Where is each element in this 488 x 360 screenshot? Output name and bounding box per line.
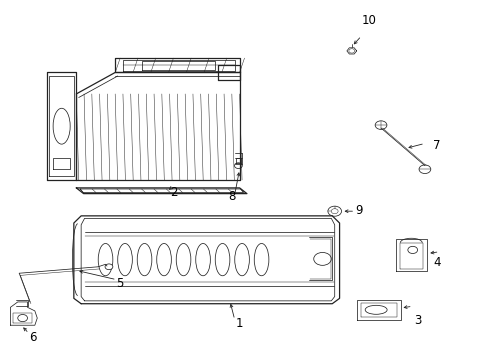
Ellipse shape [215, 243, 229, 276]
Text: 6: 6 [29, 330, 36, 343]
Ellipse shape [176, 243, 190, 276]
Ellipse shape [157, 243, 171, 276]
Circle shape [418, 165, 430, 174]
Text: 3: 3 [413, 314, 421, 327]
Ellipse shape [98, 243, 113, 276]
Circle shape [18, 315, 27, 321]
Ellipse shape [137, 243, 152, 276]
Ellipse shape [53, 108, 70, 144]
Text: 7: 7 [432, 139, 440, 152]
Circle shape [407, 246, 417, 253]
Text: 1: 1 [235, 317, 243, 330]
Ellipse shape [365, 305, 386, 314]
Text: 9: 9 [355, 204, 362, 217]
Circle shape [374, 121, 386, 130]
Ellipse shape [195, 243, 210, 276]
Circle shape [330, 209, 337, 214]
Circle shape [105, 264, 113, 270]
Text: 2: 2 [170, 186, 177, 199]
Circle shape [234, 163, 242, 168]
Text: 4: 4 [432, 256, 440, 269]
Ellipse shape [118, 243, 132, 276]
Ellipse shape [234, 243, 249, 276]
Text: 8: 8 [228, 190, 236, 203]
Circle shape [313, 252, 330, 265]
Ellipse shape [254, 243, 268, 276]
Text: 10: 10 [361, 14, 375, 27]
Circle shape [348, 49, 354, 53]
Text: 5: 5 [116, 277, 123, 290]
Circle shape [327, 206, 341, 216]
